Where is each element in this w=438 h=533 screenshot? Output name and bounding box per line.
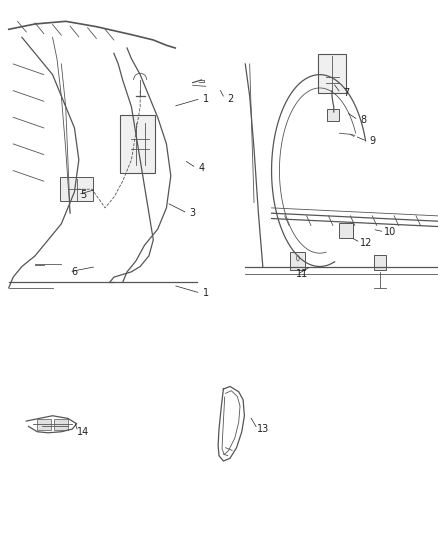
Text: 2: 2 — [227, 94, 233, 103]
Text: 12: 12 — [360, 238, 372, 247]
FancyBboxPatch shape — [339, 223, 353, 238]
FancyBboxPatch shape — [327, 109, 339, 121]
FancyBboxPatch shape — [318, 54, 346, 93]
Text: 13: 13 — [257, 424, 269, 434]
Text: 14: 14 — [77, 427, 89, 437]
Text: 1: 1 — [203, 94, 209, 103]
Text: 10: 10 — [384, 227, 396, 237]
FancyBboxPatch shape — [37, 419, 51, 430]
FancyBboxPatch shape — [290, 252, 305, 270]
Text: 6: 6 — [71, 267, 78, 277]
FancyBboxPatch shape — [374, 255, 386, 270]
FancyBboxPatch shape — [60, 177, 93, 201]
Text: 5: 5 — [80, 190, 86, 199]
Text: 7: 7 — [343, 88, 349, 98]
Text: 8: 8 — [360, 115, 367, 125]
Text: 1: 1 — [203, 288, 209, 298]
Text: 3: 3 — [190, 208, 196, 218]
Text: 9: 9 — [369, 136, 375, 146]
Text: 4: 4 — [198, 163, 205, 173]
FancyBboxPatch shape — [120, 115, 155, 173]
FancyBboxPatch shape — [54, 419, 68, 430]
Text: 11: 11 — [296, 270, 308, 279]
